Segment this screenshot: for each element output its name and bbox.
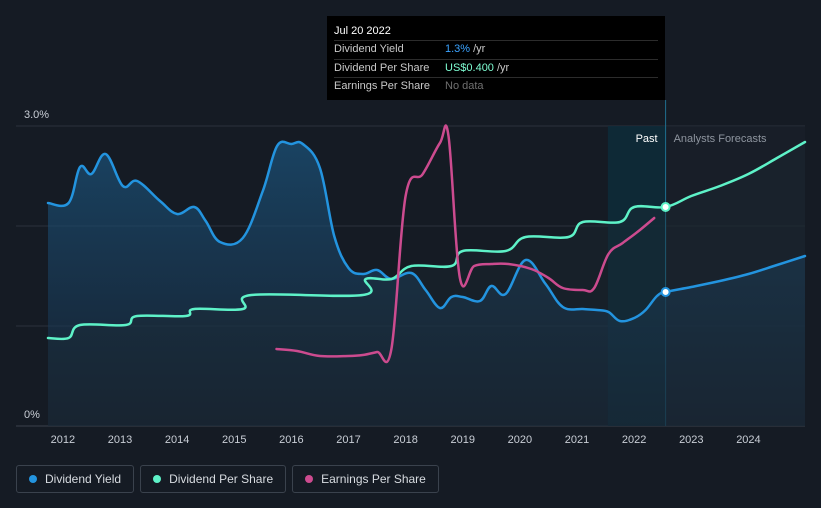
tooltip-label: Earnings Per Share: [334, 80, 430, 92]
x-tick-label: 2014: [165, 434, 189, 446]
tooltip-unit: /yr: [496, 61, 510, 74]
legend-label: Earnings Per Share: [321, 472, 426, 486]
y-tick-label: 3.0%: [24, 109, 49, 121]
x-tick-label: 2015: [222, 434, 246, 446]
tooltip: Jul 20 2022 Dividend Yield 1.3% /yr Divi…: [327, 16, 665, 100]
x-tick-label: 2024: [736, 434, 760, 446]
x-tick-label: 2016: [279, 434, 303, 446]
x-tick-label: 2012: [51, 434, 75, 446]
series-area: [48, 142, 805, 426]
series-areas: [48, 141, 805, 426]
tooltip-unit: /yr: [473, 43, 486, 55]
legend-dot-icon: [305, 475, 314, 483]
x-tick-label: 2019: [451, 434, 475, 446]
x-tick-label: 2022: [622, 434, 646, 446]
x-tick-label: 2018: [393, 434, 417, 446]
x-tick-label: 2017: [336, 434, 360, 446]
legend-label: Dividend Yield: [45, 472, 122, 486]
legend-dot-icon: [29, 475, 37, 483]
x-tick-label: 2023: [679, 434, 703, 446]
data-point-marker: [660, 202, 671, 212]
legend-item-dividend-yield[interactable]: Dividend Yield: [16, 465, 135, 493]
tooltip-row-earnings-per-share: Earnings Per Share No data: [334, 77, 658, 96]
series-line-dividend-per-share: [46, 140, 807, 341]
x-tick-label: 2021: [565, 434, 589, 446]
tooltip-date: Jul 20 2022: [334, 25, 391, 37]
legend-item-dividend-per-share[interactable]: Dividend Per Share: [140, 465, 287, 493]
tooltip-value: No data: [445, 80, 484, 92]
tooltip-row-dividend-per-share: Dividend Per Share US$0.400 /yr: [334, 58, 658, 78]
legend-label: Dividend Per Share: [169, 472, 274, 486]
legend-item-earnings-per-share[interactable]: Earnings Per Share: [292, 465, 439, 493]
tooltip-label: Dividend Per Share: [334, 61, 430, 74]
past-label: Past: [636, 133, 658, 145]
series-area: [48, 141, 805, 426]
current-value-markers: [660, 202, 671, 297]
series-line-earnings-per-share: [275, 124, 656, 364]
tooltip-value: US$0.400: [445, 61, 494, 74]
series-lines: [46, 124, 807, 364]
tooltip-row-dividend-yield: Dividend Yield 1.3% /yr: [334, 40, 658, 59]
x-tick-label: 2013: [108, 434, 132, 446]
legend: Dividend Yield Dividend Per Share Earnin…: [16, 465, 439, 493]
axis-tick-labels: 0% 3.0% 2012 2013 2014 2015 2016 2017 2018 2019 20…: [24, 109, 761, 446]
series-line-dividend-yield: [46, 140, 807, 323]
y-tick-label: 0%: [24, 409, 40, 421]
tooltip-value: 1.3%: [445, 43, 471, 55]
tooltip-label: Dividend Yield: [334, 43, 404, 55]
analysts-forecasts-label: Analysts Forecasts: [674, 133, 767, 145]
data-point-marker: [660, 287, 671, 297]
legend-dot-icon: [153, 475, 162, 483]
x-tick-label: 2020: [508, 434, 532, 446]
